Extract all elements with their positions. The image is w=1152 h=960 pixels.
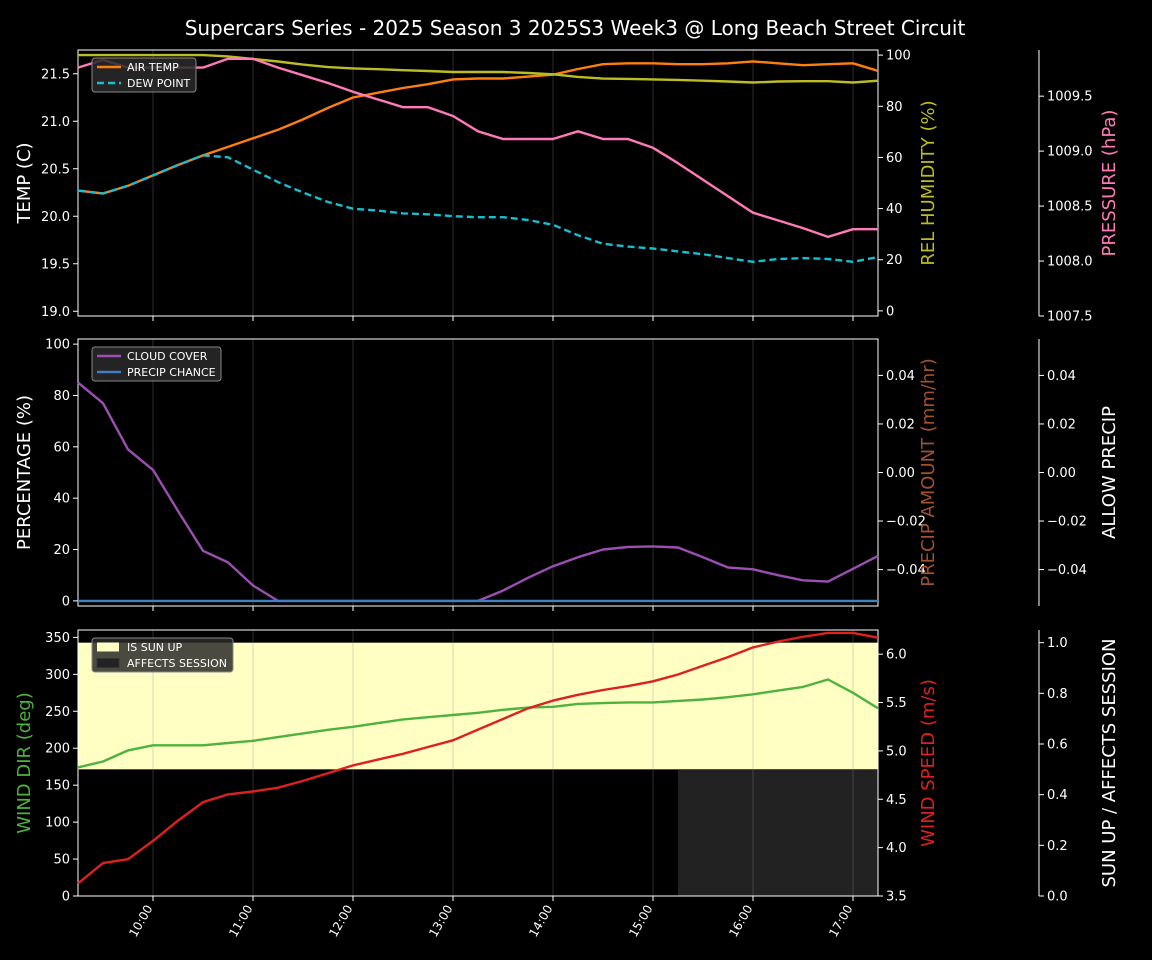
right1-tick-label: 100 bbox=[886, 49, 911, 64]
legend-swatch bbox=[96, 658, 120, 668]
series-air-temp bbox=[77, 60, 879, 195]
right1-tick-label: 0.00 bbox=[886, 466, 915, 481]
right1-tick-label: 60 bbox=[886, 151, 903, 166]
legend-label: PRECIP CHANCE bbox=[127, 366, 216, 379]
right2-tick-label: 0.02 bbox=[1047, 417, 1076, 432]
right2-axis-title: ALLOW PRECIP bbox=[1099, 406, 1120, 539]
right1-tick-label: 5.0 bbox=[886, 744, 907, 759]
left-tick-label: 300 bbox=[45, 668, 70, 683]
left-tick-label: 0 bbox=[62, 890, 70, 905]
right1-tick-label: 5.5 bbox=[886, 696, 907, 711]
right1-axis-title: WIND SPEED (m/s) bbox=[918, 679, 939, 847]
right1-tick-label: −0.02 bbox=[886, 515, 926, 530]
series-wind-speed bbox=[77, 631, 879, 885]
left-tick-label: 350 bbox=[45, 631, 70, 646]
left-tick-label: 19.5 bbox=[41, 257, 70, 272]
right2-tick-label: 0.04 bbox=[1047, 369, 1076, 384]
series-pressure bbox=[77, 57, 878, 239]
right1-tick-label: 4.0 bbox=[886, 841, 907, 856]
right2-tick-label: 1008.5 bbox=[1047, 200, 1093, 215]
right1-tick-label: 80 bbox=[886, 100, 903, 115]
right1-tick-label: 0 bbox=[886, 304, 894, 319]
left-tick-label: 60 bbox=[53, 440, 70, 455]
right2-tick-label: 1009.5 bbox=[1047, 90, 1093, 105]
left-tick-label: 250 bbox=[45, 705, 70, 720]
series-wind-dir bbox=[77, 678, 879, 769]
left-tick-label: 20.0 bbox=[41, 210, 70, 225]
right1-tick-label: 3.5 bbox=[886, 890, 907, 905]
right1-tick-label: 6.0 bbox=[886, 648, 907, 663]
left-axis-title: TEMP (C) bbox=[14, 142, 35, 224]
right2-axis-title: PRESSURE (hPa) bbox=[1099, 110, 1120, 257]
right1-tick-label: −0.04 bbox=[886, 563, 926, 578]
legend-label: IS SUN UP bbox=[127, 641, 183, 654]
left-tick-label: 100 bbox=[45, 338, 70, 353]
left-tick-label: 20 bbox=[53, 543, 70, 558]
left-axis-title: PERCENTAGE (%) bbox=[14, 395, 35, 550]
left-tick-label: 80 bbox=[53, 389, 70, 404]
right1-axis-title: REL HUMIDITY (%) bbox=[918, 100, 939, 265]
left-axis-title: WIND DIR (deg) bbox=[14, 692, 35, 834]
right2-tick-label: 0.2 bbox=[1047, 839, 1068, 854]
right2-tick-label: 1.0 bbox=[1047, 636, 1068, 651]
right1-tick-label: 0.02 bbox=[886, 417, 915, 432]
left-tick-label: 150 bbox=[45, 779, 70, 794]
legend-swatch bbox=[97, 642, 119, 652]
left-tick-label: 20.5 bbox=[41, 162, 70, 177]
right2-tick-label: 0.00 bbox=[1047, 466, 1076, 481]
shaded-affects-session bbox=[678, 769, 878, 896]
panel-temperature: 19.0 19.5 20.0 20.5 21.0 21.5 0 20 40 60 80 100 1007… bbox=[14, 49, 1120, 325]
left-tick-label: 19.0 bbox=[41, 305, 70, 320]
legend: IS SUN UP AFFECTS SESSION bbox=[91, 637, 234, 673]
legend-label: DEW POINT bbox=[127, 77, 191, 90]
legend-label: AIR TEMP bbox=[127, 61, 179, 74]
legend: AIR TEMP DEW POINT bbox=[91, 57, 197, 93]
left-tick-label: 50 bbox=[53, 853, 70, 868]
series-rel-humidity bbox=[78, 53, 879, 84]
right2-tick-label: 0.4 bbox=[1047, 788, 1068, 803]
right2-tick-label: 0.0 bbox=[1047, 890, 1068, 905]
right2-tick-label: 0.6 bbox=[1047, 738, 1068, 753]
panel-precipitation: 0 20 40 60 80 100 −0.04 −0.02 0.00 0.02 0.04 −0.04 −… bbox=[14, 338, 1120, 611]
right2-tick-label: −0.04 bbox=[1047, 563, 1087, 578]
plot-frame bbox=[77, 629, 879, 897]
right2-axis-title: SUN UP / AFFECTS SESSION bbox=[1099, 638, 1120, 887]
left-tick-label: 40 bbox=[53, 492, 70, 507]
panel-wind: 0 50 100 150 200 250 300 350 3.5 4.0 4.5 5.0 5.5 6.0 0… bbox=[14, 629, 1120, 905]
right1-tick-label: 0.04 bbox=[886, 369, 915, 384]
plot-frame bbox=[77, 49, 879, 317]
right2-tick-label: 1009.0 bbox=[1047, 145, 1093, 160]
left-tick-label: 100 bbox=[45, 816, 70, 831]
legend-label: AFFECTS SESSION bbox=[127, 657, 227, 670]
right2-tick-label: 0.8 bbox=[1047, 687, 1068, 702]
right2-tick-label: 1008.0 bbox=[1047, 255, 1093, 270]
legend-box bbox=[91, 637, 234, 673]
left-tick-label: 21.5 bbox=[41, 67, 70, 82]
chart-title: Supercars Series - 2025 Season 3 2025S3 … bbox=[185, 16, 966, 40]
right1-axis-title: PRECIP AMOUNT (mm/hr) bbox=[918, 358, 939, 587]
left-tick-label: 21.0 bbox=[41, 115, 70, 130]
legend: CLOUD COVER PRECIP CHANCE bbox=[91, 346, 222, 382]
left-tick-label: 200 bbox=[45, 742, 70, 757]
right1-tick-label: 20 bbox=[886, 253, 903, 268]
legend-label: CLOUD COVER bbox=[127, 350, 208, 363]
legend-box bbox=[91, 346, 222, 382]
series-dew-point bbox=[77, 154, 879, 263]
right1-tick-label: 4.5 bbox=[886, 793, 907, 808]
right2-tick-label: 1007.5 bbox=[1047, 310, 1093, 325]
right2-tick-label: −0.02 bbox=[1047, 515, 1087, 530]
right1-tick-label: 40 bbox=[886, 202, 903, 217]
left-tick-label: 0 bbox=[62, 594, 70, 609]
